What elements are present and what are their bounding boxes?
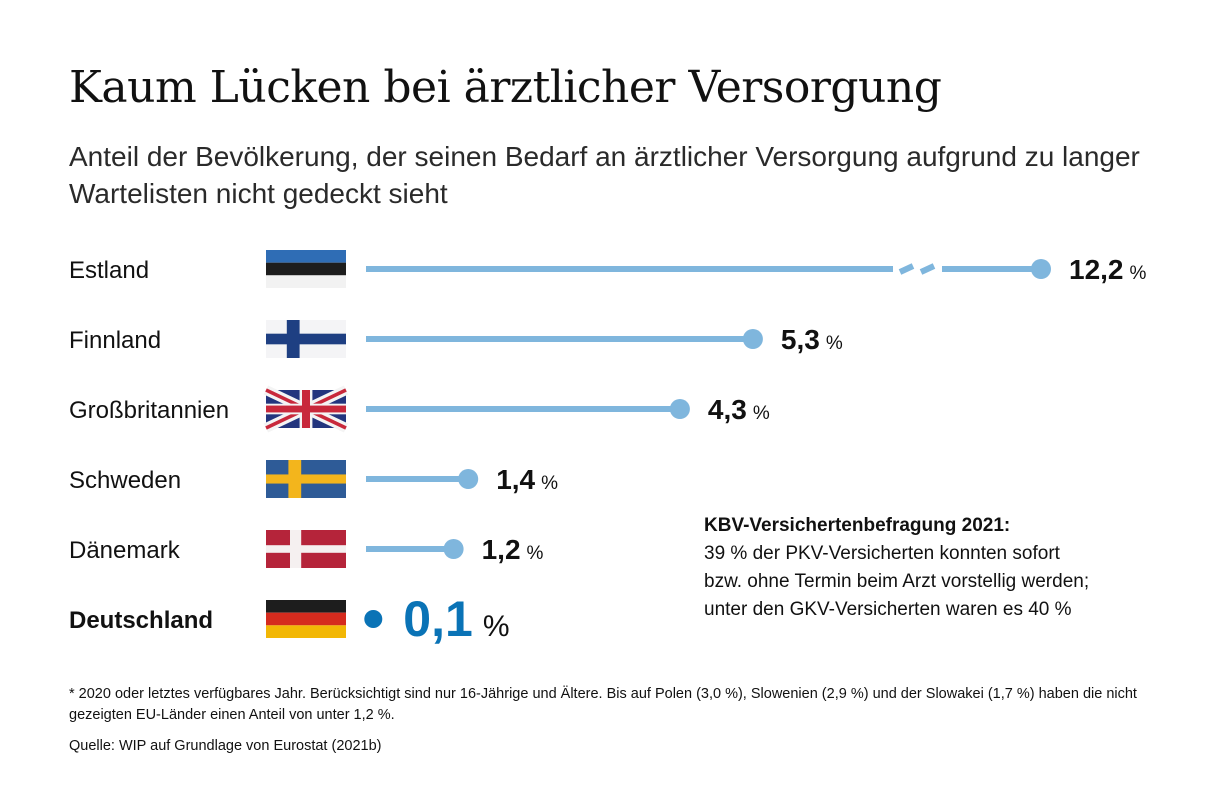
source-note: Quelle: WIP auf Grundlage von Eurostat (… — [69, 738, 382, 754]
value-label: 1,4% — [496, 464, 558, 495]
chart-subtitle: Anteil der Bevölkerung, der seinen Bedar… — [69, 141, 1140, 209]
flag-uk-icon — [263, 385, 349, 433]
flag-cross — [266, 333, 346, 345]
flag-cross — [286, 320, 300, 358]
flag-cross — [288, 460, 302, 498]
survey-note: KBV-Versichertenbefragung 2021: 39 % der… — [704, 512, 1184, 624]
flag-finland-icon — [266, 320, 346, 358]
note-line: 39 % der PKV-Versicherten konnten sofort — [704, 543, 1060, 564]
flag-stripe — [266, 600, 346, 613]
flag-stripe — [266, 625, 346, 638]
category-label: Deutschland — [69, 607, 213, 634]
axis-break-mark — [898, 263, 915, 275]
flag-cross — [302, 390, 310, 428]
data-point — [742, 329, 763, 349]
flag-denmark-icon — [266, 530, 346, 568]
data-point — [364, 610, 383, 628]
value-label: 1,2% — [482, 534, 544, 565]
chart-rows: Estland 12,2 % Finnland 5,3 % Großbritannien 4,… — [69, 250, 1147, 647]
value-label: 4,3% — [708, 394, 770, 425]
lollipop-chart: Estland 12,2 % Finnland 5,3 % Großbritannien 4,… — [69, 250, 1147, 647]
value-label: 5,3% — [781, 324, 843, 355]
note-line: bzw. ohne Termin beim Arzt vorstellig we… — [704, 571, 1090, 592]
flag-stripe — [266, 250, 346, 263]
value-label: 0,1% — [403, 591, 509, 647]
value-label: 12,2% — [1069, 254, 1147, 285]
data-point — [443, 539, 464, 559]
flag-sweden-icon — [266, 460, 346, 498]
flag-stripe — [266, 275, 346, 288]
category-label: Schweden — [69, 467, 181, 494]
note-heading: KBV-Versichertenbefragung 2021: — [704, 515, 1011, 536]
data-point — [669, 399, 690, 419]
flag-stripe — [266, 262, 346, 276]
data-point — [458, 469, 479, 489]
data-point — [1031, 259, 1051, 279]
footnote: * 2020 oder letztes verfügbares Jahr. Be… — [69, 686, 1137, 723]
category-label: Großbritannien — [69, 397, 229, 424]
category-label: Estland — [69, 257, 149, 284]
axis-break-mark — [919, 263, 936, 275]
flag-germany-icon — [266, 600, 346, 638]
flag-estonia-icon — [266, 250, 346, 288]
note-line: unter den GKV-Versicherten waren es 40 % — [704, 599, 1072, 620]
flag-cross — [266, 545, 346, 553]
flag-cross — [290, 530, 302, 568]
chart-title: Kaum Lücken bei ärztlicher Versorgung — [69, 62, 942, 113]
flag-cross — [266, 474, 346, 484]
flag-stripe — [266, 612, 346, 626]
category-label: Finnland — [69, 327, 161, 354]
category-label: Dänemark — [69, 537, 181, 564]
